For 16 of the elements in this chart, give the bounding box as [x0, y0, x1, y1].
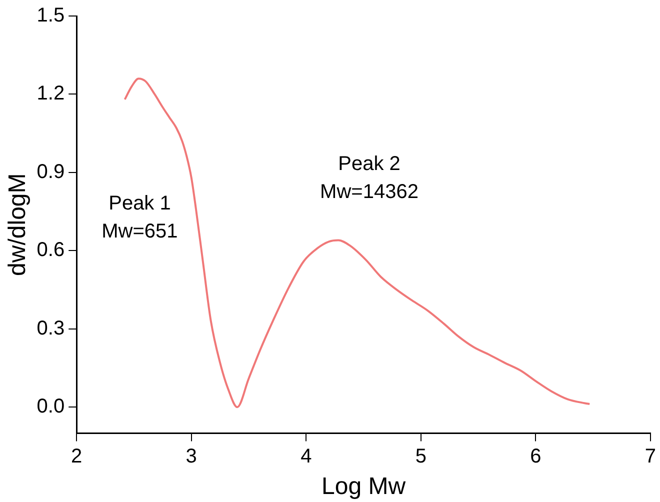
y-tick-label: 0.0	[36, 396, 65, 418]
y-tick-label: 0.6	[36, 239, 65, 262]
annotation: Peak 1 Mw=651	[102, 192, 178, 242]
annotation: Peak 2 Mw=14362	[320, 153, 418, 204]
y-tick-label: 1.5	[36, 4, 65, 27]
x-tick-label: 7	[644, 446, 656, 468]
x-tick-label: 5	[415, 446, 426, 468]
x-tick-label: 4	[300, 446, 312, 468]
y-tick-label: 1.2	[36, 82, 65, 105]
y-tick-label: 0.9	[36, 160, 65, 183]
x-tick-label: 3	[186, 446, 197, 468]
y-tick-label: 0.3	[36, 317, 65, 340]
y-axis-title: dw/dlogM	[4, 173, 32, 276]
x-tick-label: 6	[530, 446, 542, 468]
x-axis-title: Log Mw	[321, 473, 406, 500]
x-tick-label: 2	[71, 446, 82, 468]
